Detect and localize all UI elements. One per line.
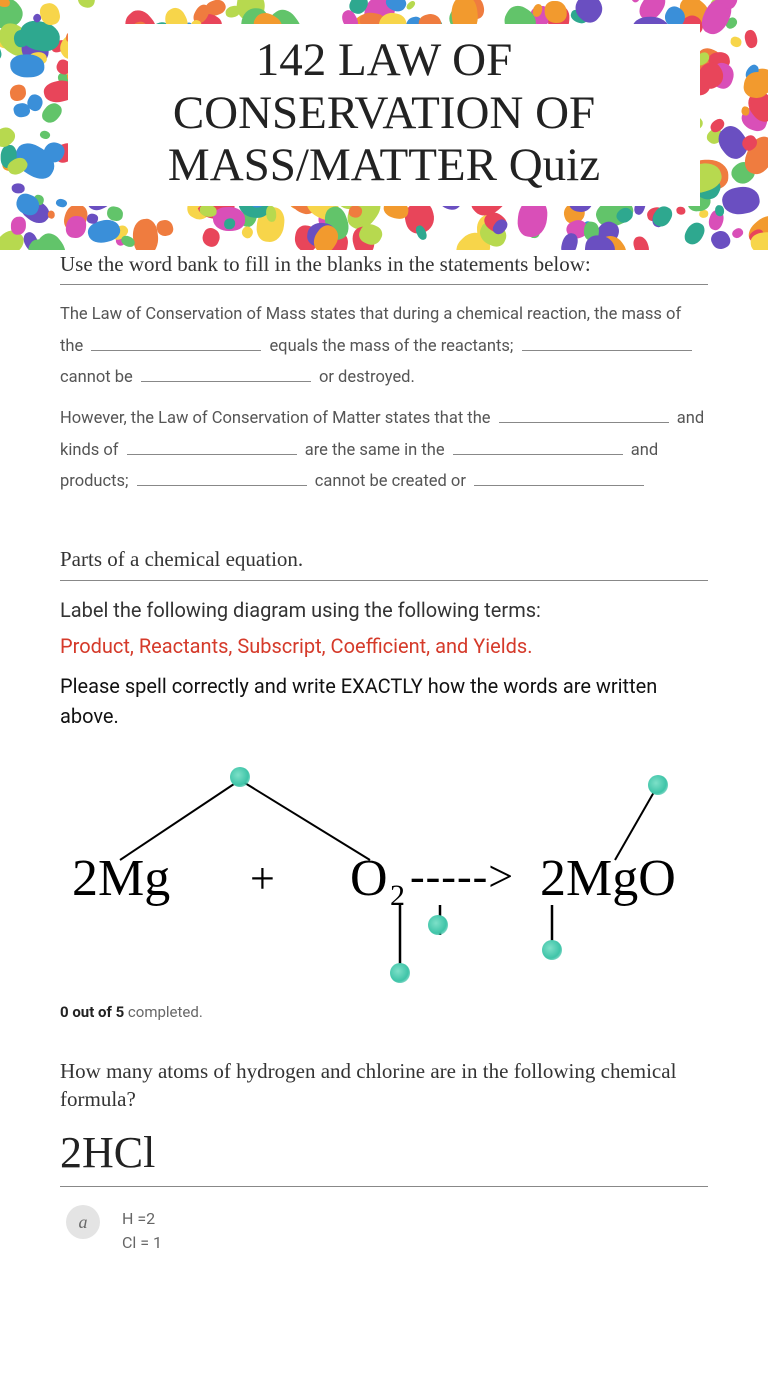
option-text: H =2 Cl = 1	[122, 1205, 162, 1255]
content: Use the word bank to fill in the blanks …	[0, 250, 768, 1295]
svg-text:+: +	[250, 854, 275, 903]
q1-text: However, the Law of Conservation of Matt…	[60, 409, 491, 428]
diagram-marker[interactable]	[390, 963, 410, 983]
svg-text:----->: ----->	[410, 852, 514, 901]
q1-text: or destroyed.	[319, 368, 415, 387]
q2-instruction-terms: Product, Reactants, Subscript, Coefficie…	[60, 631, 708, 661]
blank-input[interactable]	[137, 470, 307, 487]
q1-text: cannot be	[60, 368, 133, 387]
svg-text:O: O	[350, 850, 388, 907]
svg-text:2: 2	[390, 879, 405, 912]
blank-input[interactable]	[499, 407, 669, 424]
q1-text: cannot be created or	[315, 472, 466, 491]
q1-text: equals the mass of the reactants;	[269, 337, 513, 356]
q2-instruction-1: Label the following diagram using the fo…	[60, 595, 708, 625]
diagram-marker[interactable]	[428, 915, 448, 935]
progress-suffix: completed.	[128, 1003, 203, 1021]
equation-diagram: 2Mg + O 2 -----> 2MgO	[60, 765, 708, 995]
progress-text: 0 out of 5 completed.	[60, 1003, 708, 1021]
diagram-marker[interactable]	[230, 767, 250, 787]
q3-heading: How many atoms of hydrogen and chlorine …	[60, 1057, 708, 1120]
mc-option-a[interactable]: a H =2 Cl = 1	[60, 1205, 708, 1255]
q2-instruction-3: Please spell correctly and write EXACTLY…	[60, 671, 708, 731]
blank-input[interactable]	[91, 334, 261, 351]
option-letter-badge: a	[66, 1205, 100, 1239]
q1-paragraph-2: However, the Law of Conservation of Matt…	[60, 403, 708, 497]
q1-text: are the same in the	[305, 441, 445, 460]
blank-input[interactable]	[522, 334, 692, 351]
diagram-marker[interactable]	[648, 775, 668, 795]
svg-text:2Mg: 2Mg	[72, 850, 170, 907]
option-line: H =2	[122, 1207, 162, 1231]
progress-total: 5	[116, 1003, 125, 1021]
q1-paragraph-1: The Law of Conservation of Mass states t…	[60, 299, 708, 393]
option-line: Cl = 1	[122, 1231, 162, 1255]
blank-input[interactable]	[141, 366, 311, 383]
progress-done: 0	[60, 1003, 69, 1021]
blank-input[interactable]	[453, 438, 623, 455]
diagram-marker[interactable]	[542, 940, 562, 960]
svg-text:2MgO: 2MgO	[540, 850, 676, 907]
blank-input[interactable]	[127, 438, 297, 455]
title-card: 142 LAW OF CONSERVATION OF MASS/MATTER Q…	[68, 24, 700, 206]
q2-heading: Parts of a chemical equation.	[60, 545, 708, 580]
equation-svg: 2Mg + O 2 -----> 2MgO	[60, 765, 708, 995]
header-banner: 142 LAW OF CONSERVATION OF MASS/MATTER Q…	[0, 0, 768, 250]
q1-heading: Use the word bank to fill in the blanks …	[60, 250, 708, 285]
page-title: 142 LAW OF CONSERVATION OF MASS/MATTER Q…	[88, 34, 680, 192]
blank-input[interactable]	[474, 470, 644, 487]
q3-formula: 2HCl	[60, 1127, 708, 1187]
